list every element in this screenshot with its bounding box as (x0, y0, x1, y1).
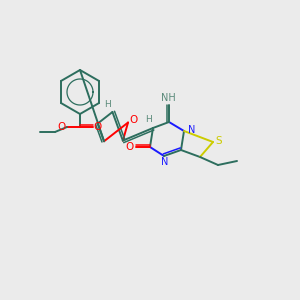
Text: H: H (104, 100, 111, 109)
Text: O: O (94, 122, 102, 132)
Text: NH: NH (160, 93, 175, 103)
Text: N: N (188, 125, 196, 135)
Text: H: H (145, 115, 152, 124)
Text: S: S (216, 136, 222, 146)
Text: O: O (58, 122, 66, 132)
Text: O: O (126, 142, 134, 152)
Text: O: O (129, 115, 137, 124)
Text: N: N (161, 157, 169, 167)
